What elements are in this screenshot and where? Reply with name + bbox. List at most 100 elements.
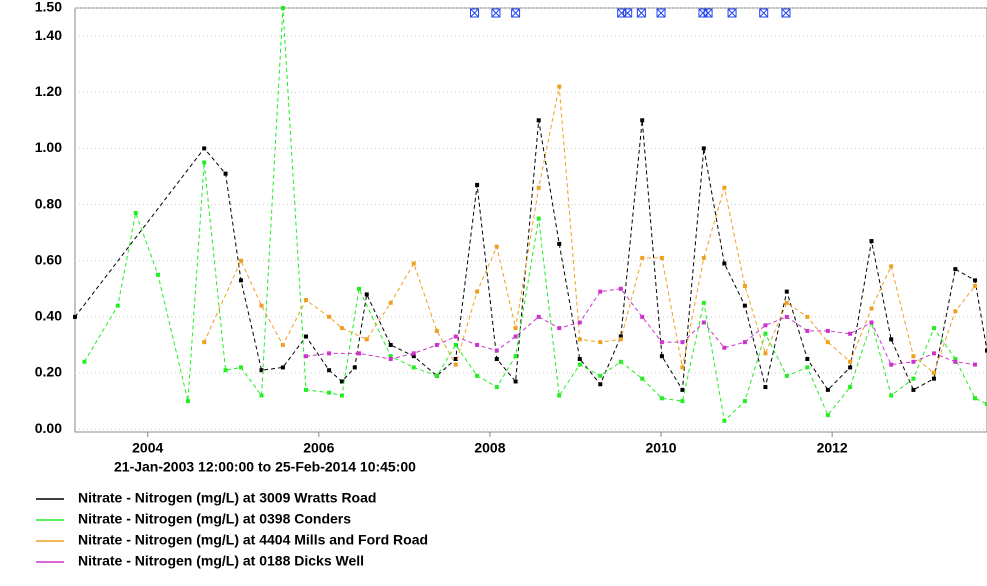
data-point [598, 340, 603, 345]
data-point [953, 356, 958, 361]
data-point [825, 413, 830, 418]
data-point [825, 328, 830, 333]
legend-label: Nitrate - Nitrogen (mg/L) at 0188 Dicks … [78, 553, 364, 569]
data-point [889, 337, 894, 342]
x-tick-label: 2006 [303, 440, 334, 456]
data-point [931, 376, 936, 381]
data-point [411, 365, 416, 370]
data-point [259, 393, 264, 398]
data-point [357, 351, 362, 356]
flag-cross [781, 8, 791, 18]
data-point [577, 320, 582, 325]
data-point [388, 300, 393, 305]
data-point [911, 376, 916, 381]
data-point [339, 379, 344, 384]
data-point [185, 399, 190, 404]
data-point [475, 289, 480, 294]
data-point [598, 289, 603, 294]
flag-box [698, 8, 708, 18]
flag-marker [491, 8, 501, 18]
flag-box [617, 8, 627, 18]
data-point [238, 258, 243, 263]
data-point [557, 84, 562, 89]
x-tick-label: 2010 [645, 440, 676, 456]
data-point [536, 118, 541, 123]
data-point [805, 328, 810, 333]
data-point [973, 278, 978, 283]
data-point [953, 267, 958, 272]
data-point [513, 326, 518, 331]
data-point [259, 303, 264, 308]
legend-label: Nitrate - Nitrogen (mg/L) at 3009 Wratts… [78, 490, 376, 506]
data-point [618, 286, 623, 291]
data-point [388, 354, 393, 359]
flag-box [656, 8, 666, 18]
data-point [155, 272, 160, 277]
data-point [680, 387, 685, 392]
data-point [640, 255, 645, 260]
data-point [784, 289, 789, 294]
data-point [453, 362, 458, 367]
data-point [223, 368, 228, 373]
data-point [280, 365, 285, 370]
flag-cross [511, 8, 520, 18]
flag-cross [491, 8, 501, 18]
data-point [659, 340, 664, 345]
data-point [763, 331, 768, 336]
data-point [303, 387, 308, 392]
data-point [453, 356, 458, 361]
data-point [388, 342, 393, 347]
data-point [303, 334, 308, 339]
data-point [825, 340, 830, 345]
data-point [618, 359, 623, 364]
data-point [364, 292, 369, 297]
data-point [722, 345, 727, 350]
data-point [701, 300, 706, 305]
data-point [889, 393, 894, 398]
data-point [327, 351, 332, 356]
data-point [577, 356, 582, 361]
data-point [973, 362, 978, 367]
data-point [513, 354, 518, 359]
data-point [763, 385, 768, 390]
data-point [680, 340, 685, 345]
data-point [701, 255, 706, 260]
data-point [680, 365, 685, 370]
data-point [475, 373, 480, 378]
x-tick-label: 2012 [817, 440, 848, 456]
data-point [742, 283, 747, 288]
flag-marker [703, 8, 713, 18]
flag-box [727, 8, 737, 18]
data-point [434, 373, 439, 378]
x-tick-label: 2004 [132, 440, 163, 456]
data-point [494, 356, 499, 361]
data-point [411, 351, 416, 356]
data-point [577, 362, 582, 367]
y-tick-label: 1.00 [35, 139, 62, 155]
data-point [352, 365, 357, 370]
data-point [536, 314, 541, 319]
data-point [327, 390, 332, 395]
data-point [973, 283, 978, 288]
data-point [259, 368, 264, 373]
flag-cross [759, 8, 769, 18]
data-point [434, 328, 439, 333]
data-point [985, 348, 987, 353]
data-point [869, 320, 874, 325]
data-point [434, 342, 439, 347]
data-point [73, 314, 77, 319]
data-point [805, 314, 810, 319]
data-point [869, 306, 874, 311]
flag-box [491, 8, 501, 18]
data-point [953, 309, 958, 314]
data-point [784, 314, 789, 319]
data-point [494, 385, 499, 390]
data-point [494, 348, 499, 353]
flag-marker [636, 8, 646, 18]
x-tick-label: 2008 [474, 440, 505, 456]
flag-box [781, 8, 791, 18]
data-point [453, 334, 458, 339]
data-point [303, 298, 308, 303]
data-point [453, 342, 458, 347]
